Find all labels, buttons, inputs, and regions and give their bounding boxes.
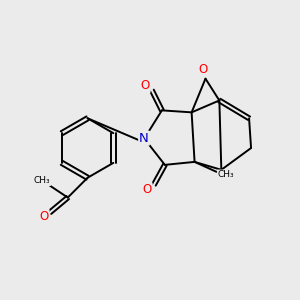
Text: N: N	[139, 132, 149, 145]
Text: O: O	[140, 79, 150, 92]
Text: O: O	[142, 183, 152, 196]
Text: O: O	[199, 63, 208, 76]
Text: CH₃: CH₃	[218, 170, 235, 179]
Text: O: O	[39, 210, 49, 223]
Text: CH₃: CH₃	[34, 176, 50, 185]
